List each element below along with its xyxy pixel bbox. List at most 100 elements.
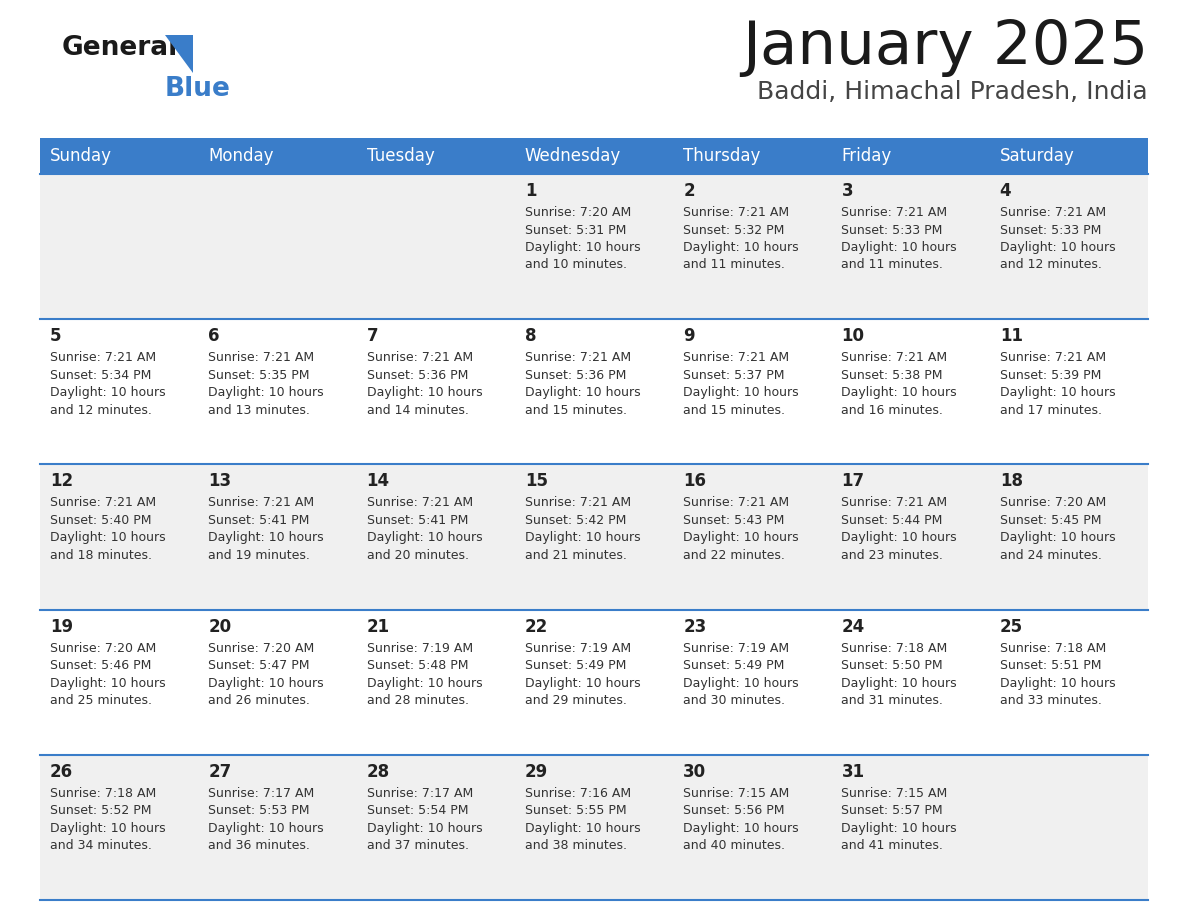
Text: 4: 4	[1000, 182, 1011, 200]
Text: 27: 27	[208, 763, 232, 781]
Text: Sunset: 5:32 PM: Sunset: 5:32 PM	[683, 223, 784, 237]
Text: Sunrise: 7:21 AM: Sunrise: 7:21 AM	[50, 497, 156, 509]
Text: and 11 minutes.: and 11 minutes.	[683, 259, 785, 272]
Text: Daylight: 10 hours: Daylight: 10 hours	[1000, 241, 1116, 254]
Text: 15: 15	[525, 473, 548, 490]
Text: Daylight: 10 hours: Daylight: 10 hours	[367, 386, 482, 399]
Text: 5: 5	[50, 327, 62, 345]
Text: Sunrise: 7:21 AM: Sunrise: 7:21 AM	[208, 497, 315, 509]
Text: and 30 minutes.: and 30 minutes.	[683, 694, 785, 707]
Text: Daylight: 10 hours: Daylight: 10 hours	[208, 822, 324, 834]
Text: Daylight: 10 hours: Daylight: 10 hours	[525, 241, 640, 254]
Text: 6: 6	[208, 327, 220, 345]
Text: and 22 minutes.: and 22 minutes.	[683, 549, 785, 562]
Text: Daylight: 10 hours: Daylight: 10 hours	[50, 677, 165, 689]
Text: Daylight: 10 hours: Daylight: 10 hours	[683, 677, 798, 689]
Text: 9: 9	[683, 327, 695, 345]
Text: Sunday: Sunday	[50, 147, 112, 165]
Text: Sunrise: 7:19 AM: Sunrise: 7:19 AM	[683, 642, 789, 655]
Text: and 21 minutes.: and 21 minutes.	[525, 549, 627, 562]
Text: Sunrise: 7:20 AM: Sunrise: 7:20 AM	[50, 642, 157, 655]
Text: Sunset: 5:50 PM: Sunset: 5:50 PM	[841, 659, 943, 672]
Text: 31: 31	[841, 763, 865, 781]
Text: 13: 13	[208, 473, 232, 490]
Text: and 38 minutes.: and 38 minutes.	[525, 839, 627, 852]
Text: Daylight: 10 hours: Daylight: 10 hours	[525, 386, 640, 399]
Text: Sunrise: 7:18 AM: Sunrise: 7:18 AM	[50, 787, 157, 800]
Text: Sunrise: 7:21 AM: Sunrise: 7:21 AM	[683, 497, 789, 509]
Text: Sunrise: 7:18 AM: Sunrise: 7:18 AM	[1000, 642, 1106, 655]
Text: Tuesday: Tuesday	[367, 147, 435, 165]
Text: and 10 minutes.: and 10 minutes.	[525, 259, 627, 272]
Bar	[40, 138, 1148, 174]
Text: Sunset: 5:45 PM: Sunset: 5:45 PM	[1000, 514, 1101, 527]
Text: Sunset: 5:39 PM: Sunset: 5:39 PM	[1000, 369, 1101, 382]
Text: Sunset: 5:35 PM: Sunset: 5:35 PM	[208, 369, 310, 382]
Text: Daylight: 10 hours: Daylight: 10 hours	[683, 241, 798, 254]
Text: Sunrise: 7:21 AM: Sunrise: 7:21 AM	[841, 206, 948, 219]
Text: Sunset: 5:31 PM: Sunset: 5:31 PM	[525, 223, 626, 237]
Text: Sunset: 5:33 PM: Sunset: 5:33 PM	[841, 223, 943, 237]
Text: Sunrise: 7:21 AM: Sunrise: 7:21 AM	[525, 352, 631, 364]
Text: 24: 24	[841, 618, 865, 635]
Text: and 23 minutes.: and 23 minutes.	[841, 549, 943, 562]
Text: Daylight: 10 hours: Daylight: 10 hours	[841, 532, 958, 544]
Text: Sunset: 5:36 PM: Sunset: 5:36 PM	[525, 369, 626, 382]
Text: Sunset: 5:47 PM: Sunset: 5:47 PM	[208, 659, 310, 672]
Text: 22: 22	[525, 618, 548, 635]
Text: and 17 minutes.: and 17 minutes.	[1000, 404, 1101, 417]
Text: 16: 16	[683, 473, 706, 490]
Text: and 11 minutes.: and 11 minutes.	[841, 259, 943, 272]
Text: Sunrise: 7:20 AM: Sunrise: 7:20 AM	[208, 642, 315, 655]
Text: and 40 minutes.: and 40 minutes.	[683, 839, 785, 852]
Text: and 12 minutes.: and 12 minutes.	[1000, 259, 1101, 272]
Text: Sunset: 5:34 PM: Sunset: 5:34 PM	[50, 369, 151, 382]
Text: Thursday: Thursday	[683, 147, 760, 165]
Text: Sunset: 5:43 PM: Sunset: 5:43 PM	[683, 514, 784, 527]
Text: Sunrise: 7:20 AM: Sunrise: 7:20 AM	[1000, 497, 1106, 509]
Text: Sunset: 5:40 PM: Sunset: 5:40 PM	[50, 514, 152, 527]
Text: and 41 minutes.: and 41 minutes.	[841, 839, 943, 852]
Text: and 25 minutes.: and 25 minutes.	[50, 694, 152, 707]
Text: Daylight: 10 hours: Daylight: 10 hours	[50, 386, 165, 399]
Text: 17: 17	[841, 473, 865, 490]
Text: 26: 26	[50, 763, 74, 781]
Text: and 12 minutes.: and 12 minutes.	[50, 404, 152, 417]
Text: Daylight: 10 hours: Daylight: 10 hours	[208, 386, 324, 399]
Bar	[40, 174, 1148, 319]
Text: Sunset: 5:57 PM: Sunset: 5:57 PM	[841, 804, 943, 817]
Text: Daylight: 10 hours: Daylight: 10 hours	[1000, 386, 1116, 399]
Text: and 19 minutes.: and 19 minutes.	[208, 549, 310, 562]
Text: Sunset: 5:38 PM: Sunset: 5:38 PM	[841, 369, 943, 382]
Text: and 13 minutes.: and 13 minutes.	[208, 404, 310, 417]
Text: Sunset: 5:33 PM: Sunset: 5:33 PM	[1000, 223, 1101, 237]
Text: 23: 23	[683, 618, 707, 635]
Text: Sunset: 5:41 PM: Sunset: 5:41 PM	[367, 514, 468, 527]
Text: Sunset: 5:48 PM: Sunset: 5:48 PM	[367, 659, 468, 672]
Text: 29: 29	[525, 763, 548, 781]
Text: Sunset: 5:49 PM: Sunset: 5:49 PM	[525, 659, 626, 672]
Text: 10: 10	[841, 327, 865, 345]
Text: Sunset: 5:42 PM: Sunset: 5:42 PM	[525, 514, 626, 527]
Text: Sunrise: 7:21 AM: Sunrise: 7:21 AM	[1000, 352, 1106, 364]
Text: 25: 25	[1000, 618, 1023, 635]
Text: Sunrise: 7:21 AM: Sunrise: 7:21 AM	[683, 206, 789, 219]
Bar	[40, 319, 1148, 465]
Text: Sunrise: 7:20 AM: Sunrise: 7:20 AM	[525, 206, 631, 219]
Text: Sunrise: 7:21 AM: Sunrise: 7:21 AM	[367, 352, 473, 364]
Text: 12: 12	[50, 473, 74, 490]
Text: Sunset: 5:41 PM: Sunset: 5:41 PM	[208, 514, 310, 527]
Text: 1: 1	[525, 182, 536, 200]
Text: Sunset: 5:54 PM: Sunset: 5:54 PM	[367, 804, 468, 817]
Text: Daylight: 10 hours: Daylight: 10 hours	[367, 677, 482, 689]
Text: Sunset: 5:51 PM: Sunset: 5:51 PM	[1000, 659, 1101, 672]
Text: Daylight: 10 hours: Daylight: 10 hours	[841, 822, 958, 834]
Text: Daylight: 10 hours: Daylight: 10 hours	[50, 532, 165, 544]
Text: 8: 8	[525, 327, 536, 345]
Text: Sunrise: 7:18 AM: Sunrise: 7:18 AM	[841, 642, 948, 655]
Text: Sunrise: 7:21 AM: Sunrise: 7:21 AM	[841, 497, 948, 509]
Text: and 37 minutes.: and 37 minutes.	[367, 839, 468, 852]
Text: Sunrise: 7:21 AM: Sunrise: 7:21 AM	[208, 352, 315, 364]
Text: Daylight: 10 hours: Daylight: 10 hours	[367, 822, 482, 834]
Text: January 2025: January 2025	[741, 18, 1148, 77]
